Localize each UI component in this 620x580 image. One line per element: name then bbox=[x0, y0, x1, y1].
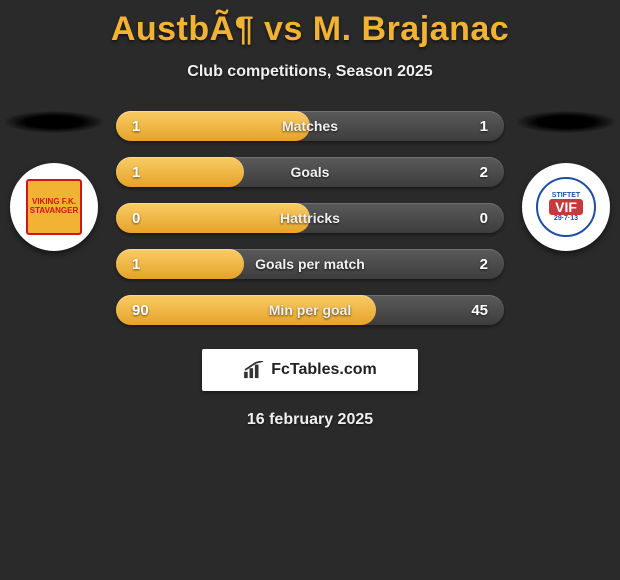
badge-right-sub: 29·7·13 bbox=[554, 215, 578, 222]
team-badge-right: STIFTET VIF 29·7·13 bbox=[522, 163, 610, 251]
stat-value-left: 90 bbox=[132, 302, 149, 319]
stat-row: 0 Hattricks 0 bbox=[116, 203, 504, 233]
player-head-shadow-right bbox=[516, 111, 616, 133]
stat-label: Goals per match bbox=[255, 256, 365, 272]
subtitle: Club competitions, Season 2025 bbox=[0, 63, 620, 81]
stat-row: 1 Matches 1 bbox=[116, 111, 504, 141]
stat-value-right: 45 bbox=[471, 302, 488, 319]
date-line: 16 february 2025 bbox=[0, 411, 620, 429]
comparison-card: AustbÃ¶ vs M. Brajanac Club competitions… bbox=[0, 0, 620, 429]
stats-column: 1 Matches 1 1 Goals 2 0 Hattricks 0 1 Goals per ma… bbox=[116, 111, 504, 325]
stat-value-left: 1 bbox=[132, 256, 140, 273]
stat-value-right: 1 bbox=[480, 118, 488, 135]
stat-bar bbox=[116, 111, 310, 141]
stat-value-left: 1 bbox=[132, 118, 140, 135]
stat-value-left: 0 bbox=[132, 210, 140, 227]
stat-value-right: 2 bbox=[480, 164, 488, 181]
right-player-col: STIFTET VIF 29·7·13 bbox=[516, 111, 616, 251]
badge-right-mid: VIF bbox=[549, 199, 583, 215]
content-row: VIKING F.K. STAVANGER 1 Matches 1 1 Goals 2 0 H… bbox=[0, 111, 620, 325]
stat-label: Hattricks bbox=[280, 210, 340, 226]
player-head-shadow-left bbox=[4, 111, 104, 133]
stat-row: 1 Goals per match 2 bbox=[116, 249, 504, 279]
stat-value-right: 2 bbox=[480, 256, 488, 273]
stat-row: 90 Min per goal 45 bbox=[116, 295, 504, 325]
stat-label: Goals bbox=[291, 164, 330, 180]
team-badge-right-inner: STIFTET VIF 29·7·13 bbox=[536, 177, 596, 237]
badge-left-line2: STAVANGER bbox=[30, 207, 78, 216]
chart-icon bbox=[243, 361, 265, 379]
stat-value-left: 1 bbox=[132, 164, 140, 181]
team-badge-left: VIKING F.K. STAVANGER bbox=[10, 163, 98, 251]
page-title: AustbÃ¶ vs M. Brajanac bbox=[0, 10, 620, 49]
team-badge-left-inner: VIKING F.K. STAVANGER bbox=[26, 179, 82, 235]
stat-value-right: 0 bbox=[480, 210, 488, 227]
branding-text: FcTables.com bbox=[271, 361, 377, 379]
left-player-col: VIKING F.K. STAVANGER bbox=[4, 111, 104, 251]
stat-label: Matches bbox=[282, 118, 338, 134]
branding-badge[interactable]: FcTables.com bbox=[202, 349, 418, 391]
stat-row: 1 Goals 2 bbox=[116, 157, 504, 187]
stat-label: Min per goal bbox=[269, 302, 351, 318]
badge-right-top: STIFTET bbox=[552, 192, 580, 199]
